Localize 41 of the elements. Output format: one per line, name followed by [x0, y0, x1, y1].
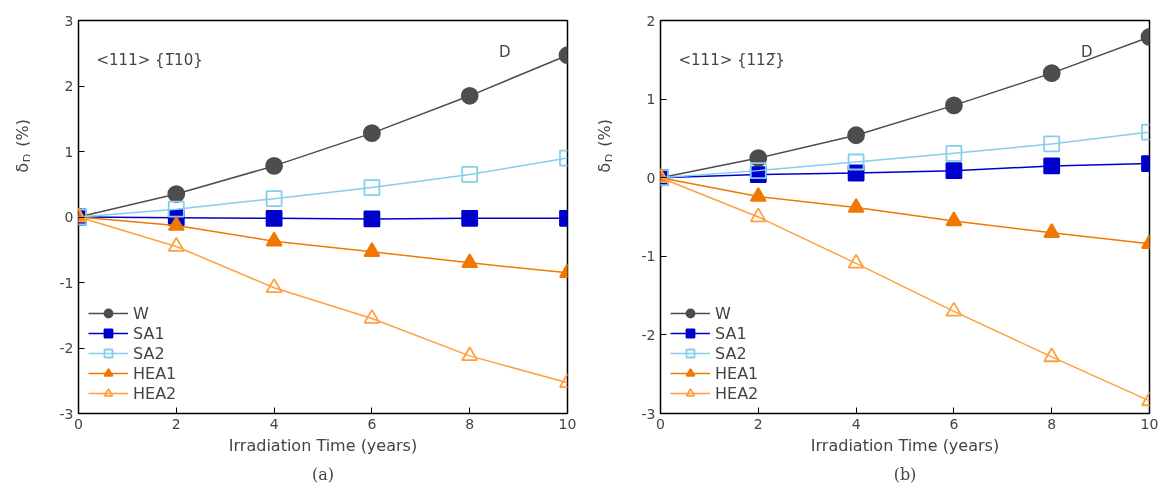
- legend-label: HEA2: [133, 383, 177, 403]
- y-tick-label: 0: [646, 169, 656, 186]
- legend-label: SA2: [133, 343, 165, 363]
- legend-label: SA1: [133, 323, 165, 343]
- y-tick-label: -2: [641, 326, 656, 343]
- x-tick-label: 6: [949, 415, 959, 432]
- legend-label: SA2: [715, 343, 747, 363]
- y-tick-label: 0: [64, 209, 74, 225]
- y-tick-label: 2: [646, 12, 656, 29]
- x-tick-label: 8: [465, 415, 475, 432]
- x-tick-label: 10: [1140, 415, 1159, 432]
- y-tick-label: -3: [59, 405, 74, 422]
- y-tick-label: 2: [64, 78, 74, 94]
- annotation: D: [499, 42, 511, 61]
- x-tick-label: 6: [367, 415, 377, 432]
- y-tick-label: -1: [59, 274, 74, 291]
- legend-label: W: [133, 303, 150, 323]
- y-tick-label: 1: [64, 143, 74, 160]
- x-tick-label: 10: [558, 415, 577, 432]
- text: (b): [893, 464, 917, 484]
- y-tick-label: -2: [59, 340, 74, 356]
- x-tick-label: 2: [753, 415, 763, 432]
- x-tick-label: 4: [851, 415, 861, 432]
- x-tick-label: 8: [1047, 415, 1057, 432]
- x-axis-title: Irradiation Time (years): [810, 435, 1000, 455]
- y-tick-label: 3: [64, 12, 74, 29]
- legend-label: HEA1: [715, 363, 759, 383]
- legend-label: HEA2: [715, 383, 759, 403]
- y-tick-label: -3: [641, 405, 656, 422]
- legend-label: SA1: [715, 323, 747, 343]
- x-axis-title: Irradiation Time (years): [228, 435, 418, 455]
- annotation: <111> {1̅10}: [96, 50, 203, 69]
- annotation: <111> {112̅}: [678, 50, 785, 69]
- x-tick-label: 2: [171, 415, 181, 432]
- legend-label: W: [715, 303, 732, 323]
- annotation: D: [1081, 42, 1093, 61]
- text: (a): [311, 464, 335, 484]
- y-tick-label: -1: [641, 248, 656, 265]
- legend-label: HEA1: [133, 363, 177, 383]
- x-tick-label: 4: [269, 415, 279, 432]
- y-tick-label: 1: [646, 91, 656, 108]
